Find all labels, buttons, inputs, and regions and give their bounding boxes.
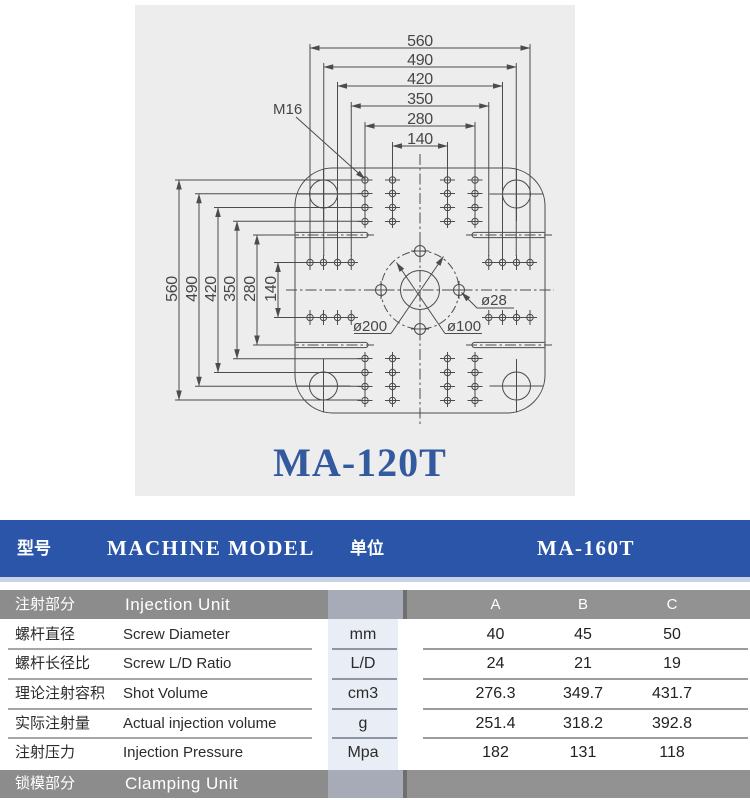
- m16-leader: [295, 116, 366, 180]
- row-label-en: Injection Pressure: [123, 744, 244, 761]
- section-bg-left: [0, 590, 328, 619]
- dia200-leader: [390, 256, 444, 334]
- dim-left-140: 140: [263, 276, 280, 302]
- row-unit: Mpa: [347, 744, 379, 761]
- section-label-cn: 注射部分: [15, 596, 76, 613]
- section-bg-separator: [403, 590, 407, 619]
- row-label-cn: 实际注射量: [15, 715, 91, 732]
- row-value-c: 431.7: [651, 685, 693, 702]
- dim-left-350: 350: [222, 276, 239, 302]
- section-label-en: Clamping Unit: [125, 774, 239, 793]
- table-row-screw-diameter: 螺杆直径 Screw Diameter mm 40 45 50: [0, 620, 750, 650]
- row-unit: mm: [349, 626, 377, 643]
- row-value-b: 131: [569, 744, 597, 761]
- column-header-c: C: [666, 596, 678, 613]
- column-header-b: B: [577, 596, 588, 613]
- row-label-cn: 注射压力: [15, 744, 76, 761]
- thread-label: M16: [273, 101, 302, 118]
- unit-column-background: [328, 619, 398, 770]
- dim-left-280: 280: [242, 276, 259, 302]
- drawing-title: MA-120T: [273, 440, 447, 485]
- row-value-c: 392.8: [651, 715, 693, 732]
- platen-outline-group: [286, 116, 554, 425]
- dia100-leader: [396, 262, 446, 334]
- table-row-actual-injection: 实际注射量 Actual injection volume g 251.4 31…: [0, 709, 750, 739]
- row-unit: L/D: [350, 655, 376, 672]
- row-label-en: Screw L/D Ratio: [123, 655, 232, 672]
- row-label-cn: 螺杆长径比: [15, 655, 91, 672]
- header-model-en: MACHINE MODEL: [107, 536, 315, 560]
- bolt-circle: [380, 250, 460, 330]
- row-divider: [0, 737, 750, 739]
- dim-left-490: 490: [184, 276, 201, 302]
- row-label-cn: 螺杆直径: [15, 626, 76, 643]
- row-unit: cm3: [347, 685, 379, 702]
- row-value-c: 50: [663, 626, 681, 643]
- dim-left-560: 560: [164, 276, 181, 302]
- row-value-c: 19: [663, 655, 681, 672]
- dim-top-140: 140: [407, 131, 433, 148]
- dim-top-420: 420: [407, 71, 433, 88]
- table-row-ld-ratio: 螺杆长径比 Screw L/D Ratio L/D 24 21 19: [0, 649, 750, 679]
- row-label-en: Actual injection volume: [123, 715, 277, 732]
- platen-geometry: [175, 44, 544, 413]
- table-header-bar: 型号 MACHINE MODEL 单位 MA-160T: [0, 520, 750, 577]
- header-unit-cn: 单位: [350, 539, 384, 558]
- row-value-b: 349.7: [562, 685, 604, 702]
- dim-top-350: 350: [407, 91, 433, 108]
- row-unit: g: [358, 715, 368, 732]
- section-label-en: Injection Unit: [125, 595, 231, 614]
- section-bg-right: [407, 590, 750, 619]
- section-row-clamping: 锁模部分 Clamping Unit: [0, 770, 750, 798]
- row-value-a: 182: [482, 744, 509, 761]
- section-bg-separator: [403, 770, 407, 798]
- section-label-cn: 锁模部分: [15, 775, 76, 792]
- dia28-label: ø28: [481, 292, 507, 309]
- row-value-c: 118: [659, 744, 685, 761]
- section-bg-right: [407, 770, 750, 798]
- column-header-a: A: [490, 596, 501, 613]
- section-bg-unit: [328, 770, 403, 798]
- row-value-b: 318.2: [562, 715, 604, 732]
- platen-drawing-panel: 560 490 420 350 280 140 560 490 420 350 …: [135, 5, 575, 496]
- dia28-leader: [461, 292, 478, 309]
- dim-top-280: 280: [407, 111, 433, 128]
- row-divider: [0, 678, 750, 680]
- table-row-shot-volume: 理论注射容积 Shot Volume cm3 276.3 349.7 431.7: [0, 679, 750, 709]
- row-value-a: 40: [486, 626, 505, 643]
- row-label-en: Screw Diameter: [123, 626, 230, 643]
- dim-top-490: 490: [407, 52, 433, 69]
- row-divider: [0, 708, 750, 710]
- header-machine-model: MA-160T: [537, 536, 635, 560]
- row-divider: [0, 648, 750, 650]
- row-label-en: Shot Volume: [123, 685, 209, 702]
- dia200-label: ø200: [353, 318, 387, 335]
- section-row-injection: 注射部分 Injection Unit A B C: [0, 590, 750, 619]
- section-bg-unit: [328, 590, 403, 619]
- row-value-b: 21: [574, 655, 592, 672]
- row-value-a: 251.4: [475, 715, 516, 732]
- header-model-cn: 型号: [17, 539, 51, 558]
- section-bg-left: [0, 770, 328, 798]
- table-row-injection-pressure: 注射压力 Injection Pressure Mpa 182 131 118: [0, 738, 750, 768]
- header-bottom-accent: [0, 577, 750, 582]
- dia100-label: ø100: [447, 318, 481, 335]
- dim-left-420: 420: [203, 276, 220, 302]
- platen-dimension-drawing: 560 490 420 350 280 140 560 490 420 350 …: [164, 33, 554, 485]
- row-value-a: 24: [486, 655, 505, 672]
- row-value-b: 45: [574, 626, 592, 643]
- row-value-a: 276.3: [475, 685, 516, 702]
- center-hole-circle: [400, 270, 440, 310]
- row-label-cn: 理论注射容积: [15, 685, 106, 702]
- dim-top-560: 560: [407, 33, 433, 50]
